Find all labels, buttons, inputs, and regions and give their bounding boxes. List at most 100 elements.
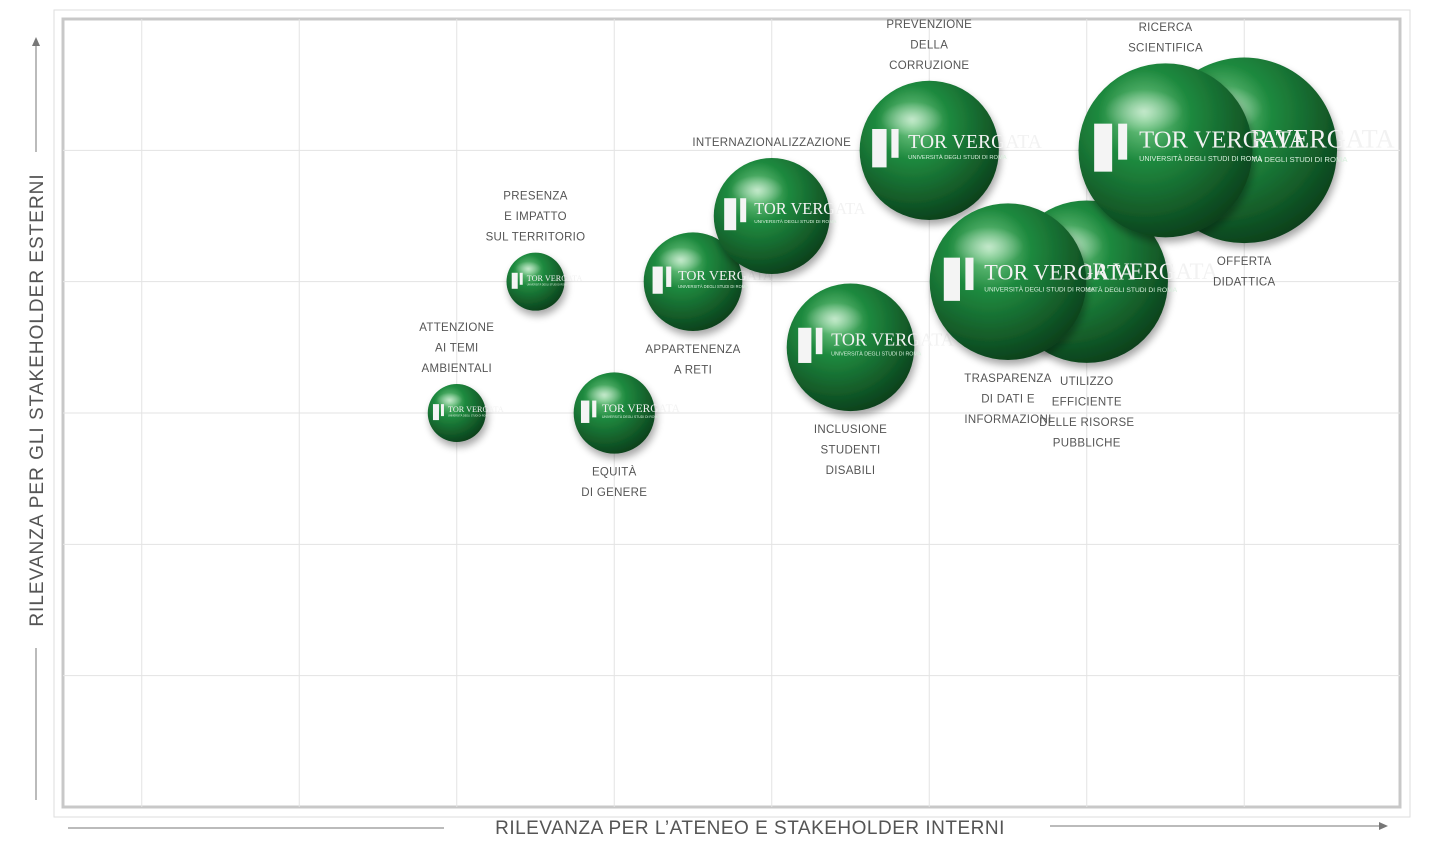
bubble-highlight [731, 175, 784, 205]
bubble-label-line: ATTENZIONE [419, 322, 494, 334]
bubble-label-line: CORRUZIONE [889, 60, 969, 72]
logo-mark-icon [652, 266, 663, 294]
logo-mark-icon [724, 198, 737, 231]
bubble-logo-text: TOR VERGATA [754, 199, 866, 218]
bubble-label-line: INTERNAZIONALIZZAZIONE [692, 137, 851, 149]
logo-mark-icon [872, 128, 887, 168]
bubble-label-line: OFFERTA [1217, 256, 1272, 268]
bubble-logo-text: TOR VERGATA [1062, 259, 1219, 284]
bubble-label: RICERCA SCIENTIFICA [1128, 22, 1203, 55]
bubble-label-line: DISABILI [826, 465, 876, 477]
bubble-logo-subtext: UNIVERSITÀ DEGLI STUDI DI ROMA [984, 284, 1095, 293]
logo-mark-icon [440, 404, 444, 417]
bubble-label: EQUITÀ DI GENERE [581, 466, 647, 500]
bubble-highlight [1104, 89, 1183, 133]
logo-mark-icon [592, 400, 597, 418]
bubble-logo-subtext: UNIVERSITÀ DEGLI STUDI DI ROMA [1062, 285, 1177, 294]
bubble-label-line: DI DATI E [981, 393, 1035, 405]
bubble-label-line: DELLE RISORSE [1039, 417, 1134, 429]
bubble-label: OFFERTA DIDATTICA [1213, 256, 1276, 289]
logo-mark-icon [432, 404, 439, 421]
bubble-logo-subtext: UNIVERSITÀ DEGLI STUDI DI ROMA [678, 284, 748, 289]
bubble-label-line: E IMPATTO [504, 211, 567, 223]
bubble-highlight [436, 392, 463, 408]
logo-mark-icon [580, 400, 590, 423]
bubble-highlight [880, 101, 944, 137]
bubble-logo-subtext: UNIVERSITÀ DEGLI STUDI DI ROMA [527, 283, 568, 286]
bubble-logo-subtext: UNIVERSITÀ DEGLI STUDI DI ROMA [1216, 155, 1348, 164]
bubble-highlight [658, 247, 703, 272]
bubble-label-line: RICERCA [1139, 22, 1193, 34]
bubble-label-line: APPARTENENZA [645, 344, 740, 356]
bubble-label-line: SUL TERRITORIO [486, 232, 586, 244]
bubble-label-line: EQUITÀ [592, 466, 637, 479]
bubble-logo-text: TOR VERGATA [1139, 127, 1306, 154]
bubble-label-line: PUBBLICHE [1053, 437, 1121, 449]
x-axis-arrowhead [1379, 822, 1388, 830]
bubble-label: APPARTENENZA A RETI [645, 344, 740, 377]
bubble-label-line: DIDATTICA [1213, 277, 1276, 289]
bubble-logo-text: TOR VERGATA [678, 269, 773, 284]
logo-mark-icon [511, 272, 518, 289]
bubble-label: TRASPARENZA DI DATI E INFORMAZIONI [964, 373, 1051, 426]
bubble-labels: ATTENZIONE AI TEMI AMBIENTALI PRESENZA E IMP… [419, 19, 1275, 499]
bubble-label-line: SCIENTIFICA [1128, 42, 1203, 54]
bubble-logo-text: TOR VERGATA [908, 131, 1043, 153]
bubble-label: PRESENZA E IMPATTO SUL TERRITORIO [486, 191, 586, 244]
bubble-logo-subtext: UNIVERSITÀ DEGLI STUDI DI ROMA [831, 350, 922, 357]
bubble-highlight [515, 261, 542, 276]
logo-mark-icon [943, 257, 960, 301]
bubble-label-line: AI TEMI [435, 343, 478, 355]
bubble-label: INCLUSIONE STUDENTI DISABILI [814, 424, 887, 477]
bubble-label-line: PREVENZIONE [886, 19, 972, 31]
outer-frame [53, 9, 1411, 818]
logo-mark-icon [740, 198, 747, 223]
logo-mark-icon [891, 128, 899, 158]
bubble-logo-subtext: UNIVERSITÀ DEGLI STUDI DI ROMA [908, 154, 1007, 161]
logo-mark-icon [1094, 123, 1113, 172]
logo-mark-icon [666, 266, 672, 287]
bubble-label-line: TRASPARENZA [964, 373, 1051, 385]
bubble-label: UTILIZZO EFFICIENTE DELLE RISORSE PUBBLICHE [1039, 376, 1134, 450]
x-axis-title: RILEVANZA PER L’ATENEO E STAKEHOLDER INT… [452, 818, 1048, 840]
bubble-logo-text: TOR VERGATA [602, 403, 681, 415]
bubble-logo-text: TOR VERGATA [831, 329, 954, 349]
bubble-logo-subtext: UNIVERSITÀ DEGLI STUDI DI ROMA [1139, 154, 1262, 163]
bubble-logo-text: TOR VERGATA [448, 405, 504, 414]
bubble-label-line: A RETI [674, 364, 712, 376]
bubble-logo-subtext: UNIVERSITÀ DEGLI STUDI DI ROMA [754, 218, 837, 225]
bubble-logo-subtext: UNIVERSITÀ DEGLI STUDI DI ROMA [448, 415, 489, 418]
bubble-label-line: INCLUSIONE [814, 424, 887, 436]
bubble-label-line: UTILIZZO [1060, 376, 1114, 388]
x-axis-label: RILEVANZA PER L’ATENEO E STAKEHOLDER INT… [495, 818, 1005, 839]
bubble-logo-subtext: UNIVERSITÀ DEGLI STUDI DI ROMA [602, 415, 660, 419]
bubble-label: ATTENZIONE AI TEMI AMBIENTALI [419, 322, 494, 375]
bubble-highlight [585, 384, 623, 405]
bubble-label-line: DI GENERE [581, 487, 647, 499]
bubble-label-line: INFORMAZIONI [964, 414, 1051, 426]
logo-mark-icon [798, 327, 812, 363]
bubble-label-line: DELLA [910, 39, 948, 51]
bubble-label-line: AMBIENTALI [421, 363, 492, 375]
logo-mark-icon [1118, 123, 1128, 160]
bubble-label: INTERNAZIONALIZZAZIONE [692, 137, 851, 149]
y-axis-arrowhead [32, 37, 40, 46]
bubble-logo-text: TOR VERGATA [984, 259, 1134, 284]
bubble-label-line: STUDENTI [821, 445, 881, 457]
bubble-logo-text: TOR VERGATA [527, 274, 583, 283]
logo-mark-icon [815, 327, 823, 355]
bubble-label-line: PRESENZA [503, 191, 567, 203]
bubble-label-line: EFFICIENTE [1052, 396, 1122, 408]
bubble-highlight [805, 302, 864, 335]
y-axis-label: RILEVANZA PER GLI STAKEHOLDER ESTERNI [27, 173, 48, 627]
